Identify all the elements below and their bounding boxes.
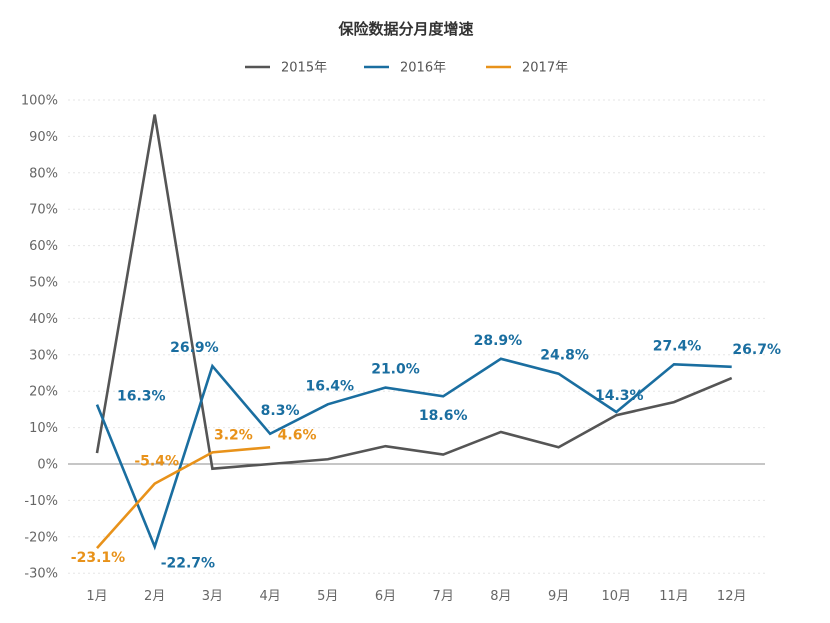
- x-tick-label: 10月: [602, 589, 632, 604]
- y-axis: -30% -20% -10% 0% 10% 20% 30% 40% 50% 60% 70% 80% 90…: [21, 94, 58, 582]
- x-axis: 1月 2月 3月 4月 5月 6月 7月 8月 9月 10月 11月 12月: [86, 589, 746, 604]
- x-tick-label: 8月: [490, 589, 511, 604]
- data-label: 16.3%: [117, 389, 166, 405]
- series-line-2017年: [96, 445, 271, 549]
- y-tick-label: 30%: [29, 348, 58, 363]
- x-tick-label: 3月: [202, 589, 223, 604]
- y-tick-label: 100%: [21, 94, 58, 109]
- chart-title: 保险数据分月度增速: [337, 20, 473, 38]
- x-tick-label: 11月: [659, 589, 689, 604]
- y-tick-label: -10%: [24, 494, 58, 509]
- y-tick-label: 0%: [37, 458, 58, 473]
- x-tick-label: 6月: [375, 589, 396, 604]
- y-tick-label: 90%: [29, 130, 58, 145]
- x-tick-label: 4月: [259, 589, 280, 604]
- y-tick-label: 80%: [29, 166, 58, 181]
- legend-label: 2016年: [400, 61, 446, 76]
- data-label: -5.4%: [134, 454, 179, 470]
- data-label: 14.3%: [595, 388, 644, 404]
- data-label: 26.7%: [732, 342, 781, 358]
- series-line-2016年: [95, 357, 732, 551]
- data-label: 3.2%: [214, 427, 253, 443]
- data-label: 16.4%: [306, 378, 355, 394]
- y-tick-label: 10%: [29, 421, 58, 436]
- y-tick-label: 60%: [29, 239, 58, 254]
- data-labels: 16.3% -22.7% 26.9% 8.3% 16.4% 21.0% 18.6% 28.9%…: [71, 333, 781, 572]
- data-label: 8.3%: [261, 403, 300, 419]
- x-tick-label: 7月: [433, 589, 454, 604]
- x-tick-label: 5月: [317, 589, 338, 604]
- legend: 2015年 2016年 2017年: [245, 61, 568, 76]
- data-label: -23.1%: [71, 550, 125, 566]
- x-tick-label: 1月: [86, 589, 107, 604]
- y-tick-label: 40%: [29, 312, 58, 327]
- x-tick-label: 9月: [548, 589, 569, 604]
- series-line-2015年: [95, 114, 733, 471]
- y-tick-label: 20%: [29, 385, 58, 400]
- data-label: 21.0%: [371, 362, 420, 378]
- grid-lines: [68, 99, 765, 574]
- data-label: 27.4%: [653, 338, 702, 354]
- data-label: 4.6%: [278, 427, 317, 443]
- data-label: 28.9%: [474, 333, 523, 349]
- data-label: -22.7%: [161, 556, 215, 572]
- legend-label: 2015年: [281, 61, 327, 76]
- x-tick-label: 2月: [144, 589, 165, 604]
- series-lines: [95, 114, 733, 551]
- y-tick-label: 70%: [29, 203, 58, 218]
- x-tick-label: 12月: [717, 589, 747, 604]
- legend-label: 2017年: [522, 61, 568, 76]
- y-tick-label: 50%: [29, 276, 58, 291]
- y-tick-label: -20%: [24, 530, 58, 545]
- data-label: 18.6%: [419, 408, 468, 424]
- data-label: 26.9%: [170, 340, 219, 356]
- data-label: 24.8%: [540, 348, 589, 364]
- y-tick-label: -30%: [24, 567, 58, 582]
